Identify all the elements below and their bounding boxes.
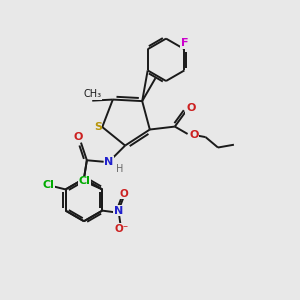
Text: O: O xyxy=(189,130,199,140)
Text: O⁻: O⁻ xyxy=(114,224,128,234)
Text: O: O xyxy=(119,188,128,199)
Text: N: N xyxy=(114,206,123,216)
Text: F: F xyxy=(181,38,188,48)
Text: H: H xyxy=(116,164,123,174)
Text: Cl: Cl xyxy=(43,180,54,190)
Text: N: N xyxy=(104,157,114,167)
Text: Cl: Cl xyxy=(79,176,91,186)
Text: O: O xyxy=(73,132,83,142)
Text: S: S xyxy=(94,122,102,132)
Text: CH₃: CH₃ xyxy=(83,89,101,99)
Text: O: O xyxy=(186,103,195,113)
